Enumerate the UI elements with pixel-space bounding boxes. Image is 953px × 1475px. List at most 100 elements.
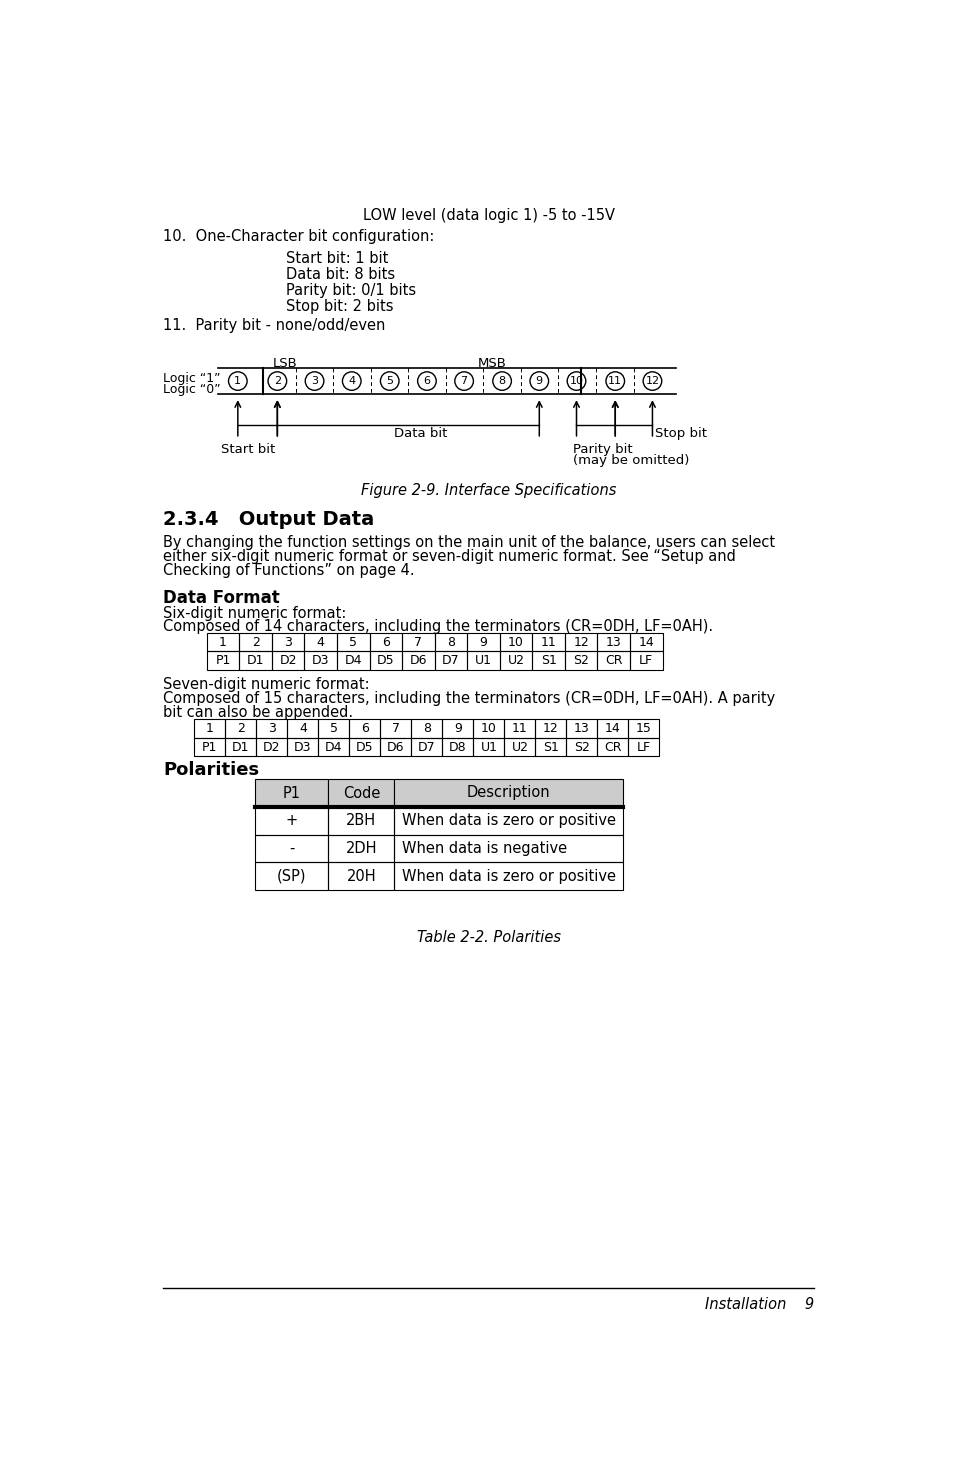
Bar [597,652,629,670]
Bar [328,807,394,835]
Bar [394,863,622,889]
Bar [499,633,532,652]
Text: P1: P1 [282,786,300,801]
Text: 2: 2 [274,376,280,386]
Bar [336,652,369,670]
Bar [411,738,442,757]
Text: CR: CR [604,655,621,668]
Text: D7: D7 [441,655,459,668]
Text: Six-digit numeric format:: Six-digit numeric format: [163,606,347,621]
Text: 6: 6 [423,376,430,386]
Text: Composed of 15 characters, including the terminators (CR=0DH, LF=0AH). A parity: Composed of 15 characters, including the… [163,692,775,707]
Text: Start bit: 1 bit: Start bit: 1 bit [286,251,388,266]
Bar [254,835,328,863]
Text: +: + [285,813,297,829]
Text: S1: S1 [542,740,558,754]
Bar [207,633,239,652]
Bar [597,738,628,757]
Bar [318,720,349,738]
Text: 10: 10 [480,723,497,735]
Text: 1: 1 [219,636,227,649]
Text: D2: D2 [279,655,296,668]
Text: 9: 9 [536,376,542,386]
Text: U1: U1 [475,655,492,668]
Text: 10.  One-Character bit configuration:: 10. One-Character bit configuration: [163,229,435,245]
Text: Parity bit: 0/1 bits: Parity bit: 0/1 bits [286,283,416,298]
Text: D1: D1 [232,740,250,754]
Text: Table 2-2. Polarities: Table 2-2. Polarities [416,931,560,945]
Text: P1: P1 [202,740,217,754]
Bar [272,652,304,670]
Text: 7: 7 [414,636,422,649]
Text: 11: 11 [512,723,527,735]
Bar [535,720,566,738]
Text: D4: D4 [344,655,362,668]
Bar [349,738,380,757]
Bar [442,738,473,757]
Text: 14: 14 [638,636,654,649]
Text: (may be omitted): (may be omitted) [572,454,688,468]
Text: Logic “0”: Logic “0” [163,384,221,397]
Bar [435,633,467,652]
Text: Start bit: Start bit [220,444,274,456]
Text: 3: 3 [284,636,292,649]
Bar [628,720,659,738]
Text: D1: D1 [247,655,264,668]
Text: LSB: LSB [273,357,297,370]
Bar [254,863,328,889]
Bar [442,720,473,738]
Bar [225,738,256,757]
Text: When data is negative: When data is negative [402,841,567,855]
Bar [564,633,597,652]
Bar [287,738,318,757]
Text: 1: 1 [206,723,213,735]
Text: Stop bit: 2 bits: Stop bit: 2 bits [286,299,393,314]
Bar [256,720,287,738]
Text: D5: D5 [376,655,395,668]
Text: D8: D8 [449,740,466,754]
Text: 8: 8 [422,723,431,735]
Text: 9: 9 [479,636,487,649]
Text: 2.3.4   Output Data: 2.3.4 Output Data [163,510,375,528]
Text: 8: 8 [498,376,505,386]
Text: 2: 2 [252,636,259,649]
Text: Installation    9: Installation 9 [704,1298,814,1313]
Text: 13: 13 [574,723,589,735]
Bar [380,720,411,738]
Bar [467,633,499,652]
Text: LF: LF [637,740,650,754]
Text: 2DH: 2DH [345,841,376,855]
Text: D6: D6 [387,740,404,754]
Bar [597,633,629,652]
Text: 8: 8 [447,636,455,649]
Text: bit can also be appended.: bit can also be appended. [163,705,354,720]
Bar [473,738,504,757]
Bar [272,633,304,652]
Bar [564,652,597,670]
Bar [369,633,402,652]
Bar [535,738,566,757]
Bar [566,738,597,757]
Text: Data Format: Data Format [163,589,280,606]
Text: 14: 14 [604,723,620,735]
Bar [394,835,622,863]
Text: 5: 5 [386,376,393,386]
Bar [254,779,328,807]
Text: Description: Description [466,786,550,801]
Bar [328,835,394,863]
Text: 4: 4 [348,376,355,386]
Text: 7: 7 [392,723,399,735]
Bar [256,738,287,757]
Text: 11: 11 [608,376,621,386]
Bar [597,720,628,738]
Text: 13: 13 [605,636,621,649]
Bar [304,652,336,670]
Text: By changing the function settings on the main unit of the balance, users can sel: By changing the function settings on the… [163,535,775,550]
Text: Checking of Functions” on page 4.: Checking of Functions” on page 4. [163,563,415,578]
Bar [629,652,661,670]
Text: 11: 11 [540,636,556,649]
Text: Seven-digit numeric format:: Seven-digit numeric format: [163,677,370,692]
Text: D3: D3 [294,740,312,754]
Text: either six-digit numeric format or seven-digit numeric format. See “Setup and: either six-digit numeric format or seven… [163,549,736,563]
Bar [318,738,349,757]
